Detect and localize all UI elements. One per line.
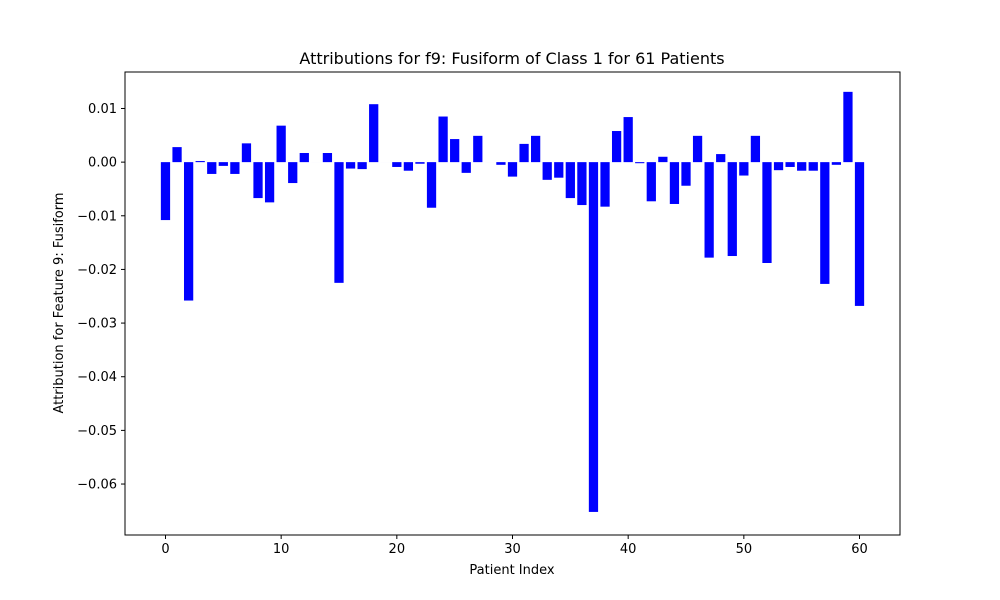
- bar-22: [415, 162, 425, 164]
- y-tick-label: −0.01: [77, 209, 117, 224]
- bar-39: [611, 131, 622, 163]
- y-tick-label: −0.03: [77, 317, 117, 332]
- bar-8: [253, 162, 263, 199]
- bar-58: [831, 162, 842, 165]
- x-tick-label: 20: [389, 542, 406, 557]
- bar-42: [646, 162, 656, 202]
- bar-2: [183, 162, 194, 301]
- bar-6: [230, 162, 240, 174]
- bar-20: [392, 162, 402, 167]
- bar-16: [345, 162, 356, 169]
- bar-24: [438, 116, 448, 163]
- bar-54: [785, 162, 795, 167]
- bar-11: [288, 162, 298, 184]
- x-tick-label: 40: [620, 542, 637, 557]
- bar-27: [473, 135, 483, 163]
- bar-10: [276, 125, 286, 163]
- bar-7: [241, 143, 252, 163]
- bar-18: [369, 104, 379, 163]
- bar-25: [450, 139, 460, 163]
- bar-3: [195, 161, 205, 163]
- y-axis: 0.01 0.00 −0.01 −0.02 −0.03 −0.04 −0.05 −0.06: [77, 102, 125, 493]
- x-axis-label: Patient Index: [469, 563, 554, 578]
- bars-group: [160, 91, 865, 512]
- x-tick-label: 10: [273, 542, 290, 557]
- bar-15: [334, 162, 344, 283]
- bar-45: [681, 162, 691, 186]
- x-tick-label: 0: [161, 542, 169, 557]
- x-tick-label: 50: [736, 542, 753, 557]
- y-tick-label: 0.01: [88, 102, 117, 117]
- bar-56: [808, 162, 818, 171]
- x-tick-label: 30: [504, 542, 521, 557]
- bar-1: [172, 147, 182, 163]
- bar-44: [669, 162, 680, 204]
- plot-frame: [124, 71, 901, 536]
- bar-35: [565, 162, 575, 199]
- x-tick-label: 60: [851, 542, 868, 557]
- bar-4: [207, 162, 217, 174]
- bar-34: [554, 162, 564, 178]
- bar-53: [773, 162, 784, 171]
- y-tick-label: −0.06: [77, 478, 117, 493]
- bar-46: [692, 135, 703, 163]
- bar-31: [519, 143, 529, 163]
- bar-14: [322, 153, 333, 163]
- bar-37: [588, 162, 599, 512]
- bar-43: [658, 156, 668, 163]
- bar-49: [727, 162, 737, 257]
- x-axis: 0 10 20 30 40 50 60: [161, 535, 868, 557]
- bar-57: [820, 162, 830, 284]
- bar-48: [716, 154, 726, 163]
- bar-41: [635, 162, 645, 164]
- bar-40: [623, 117, 633, 163]
- bar-50: [739, 162, 749, 176]
- bar-47: [704, 162, 714, 258]
- bar-36: [577, 162, 587, 206]
- bar-32: [531, 135, 541, 163]
- bar-55: [797, 162, 807, 171]
- bar-38: [600, 162, 610, 207]
- y-tick-label: −0.02: [77, 263, 117, 278]
- bar-29: [496, 162, 506, 165]
- bar-33: [542, 162, 552, 180]
- bar-26: [461, 162, 471, 173]
- bar-52: [762, 162, 772, 263]
- bar-0: [160, 162, 171, 221]
- bar-21: [403, 162, 414, 171]
- y-tick-label: −0.04: [77, 370, 117, 385]
- y-tick-label: −0.05: [77, 424, 117, 439]
- bar-5: [218, 162, 228, 166]
- bar-51: [750, 135, 761, 163]
- bar-17: [357, 162, 367, 170]
- bar-9: [264, 162, 275, 203]
- y-tick-label: 0.00: [88, 156, 117, 171]
- y-axis-label: Attribution for Feature 9: Fusiform: [52, 192, 67, 413]
- bar-59: [843, 91, 853, 163]
- bar-30: [507, 162, 518, 177]
- chart-title: Attributions for f9: Fusiform of Class 1…: [299, 49, 724, 68]
- bar-12: [299, 153, 309, 163]
- bar-60: [854, 162, 865, 306]
- bar-23: [426, 162, 437, 208]
